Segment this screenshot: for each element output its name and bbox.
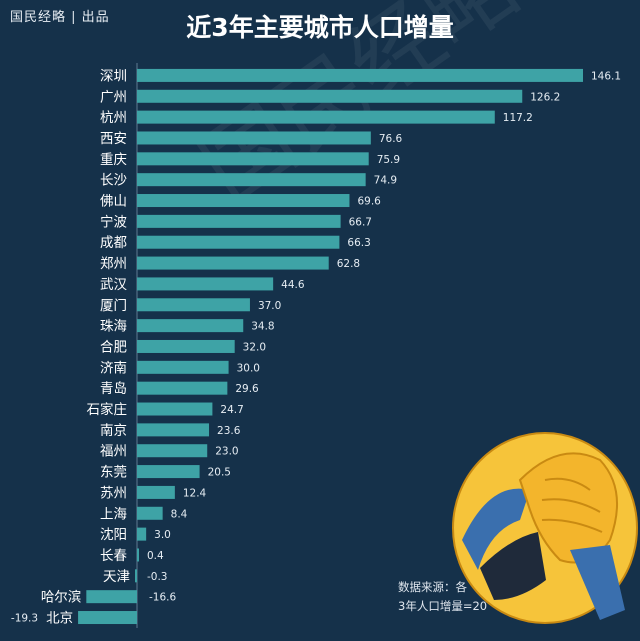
category-label: 上海 (100, 506, 127, 522)
value-label: 69.6 (357, 196, 381, 208)
brand-label: 国民经略 | 出品 (10, 10, 110, 25)
category-label: 佛山 (100, 194, 127, 210)
value-label: 117.2 (503, 112, 533, 124)
data-source-line: 数据来源：各 (398, 580, 467, 594)
value-label: 76.6 (379, 133, 403, 145)
chart-title: 近3年主要城市人口增量 (186, 13, 454, 42)
category-label: 深圳 (100, 68, 127, 84)
data-source-note: 数据来源：各 3年人口增量=20 (398, 578, 487, 616)
bar (137, 194, 350, 208)
bar (137, 339, 235, 353)
category-label: 沈阳 (100, 527, 127, 543)
category-label: 西安 (100, 131, 127, 147)
category-label: 济南 (100, 360, 127, 376)
category-label: 青岛 (100, 381, 127, 397)
category-label: 东莞 (100, 465, 127, 481)
category-label: 苏州 (100, 485, 127, 501)
bar (137, 423, 210, 437)
value-label: 62.8 (337, 258, 360, 270)
value-label: 74.9 (374, 175, 397, 187)
category-label: 厦门 (100, 298, 127, 314)
bar (135, 569, 137, 583)
value-label: -0.3 (147, 571, 168, 583)
bar (137, 506, 163, 520)
bar (137, 173, 366, 187)
bar (78, 611, 137, 625)
value-label: 30.0 (237, 362, 260, 374)
bar (137, 298, 250, 312)
category-label: 广州 (100, 89, 127, 105)
category-label: 郑州 (100, 256, 127, 272)
bar (86, 590, 137, 604)
category-label: 杭州 (100, 110, 127, 126)
bar (137, 89, 523, 103)
value-label: 0.4 (147, 550, 164, 562)
facepalm-emoji-icon (452, 432, 638, 624)
value-label: 37.0 (258, 300, 281, 312)
value-label: 3.0 (154, 529, 171, 541)
category-label: 珠海 (100, 319, 127, 335)
value-label: 23.6 (217, 425, 241, 437)
value-label: 66.3 (347, 237, 370, 249)
category-label: 福州 (100, 444, 127, 460)
value-label: 12.4 (183, 487, 207, 499)
bar (137, 527, 147, 541)
bar (137, 68, 583, 82)
bar (137, 465, 200, 479)
category-label: 天津 (103, 569, 130, 585)
value-label: 126.2 (530, 91, 560, 103)
value-label: 66.7 (349, 216, 372, 228)
category-label: 哈尔滨 (41, 590, 82, 606)
data-source-formula: 3年人口增量=20 (398, 599, 488, 613)
bar (137, 360, 229, 374)
value-label: -16.6 (149, 592, 176, 604)
value-label: 20.5 (208, 467, 231, 479)
category-label: 武汉 (100, 277, 127, 293)
value-label: 23.0 (215, 446, 238, 458)
category-label: 石家庄 (87, 401, 128, 418)
value-label: 24.7 (220, 404, 243, 416)
bar (137, 235, 340, 249)
bar (137, 256, 329, 270)
value-label: 29.6 (235, 383, 259, 395)
category-label: 成都 (100, 235, 127, 251)
value-label: 75.9 (377, 154, 400, 166)
bar (137, 110, 495, 124)
bar (137, 214, 341, 228)
value-label: 146.1 (591, 70, 621, 82)
category-label: 长春 (100, 548, 127, 564)
category-label: 长沙 (100, 173, 127, 189)
category-label: 南京 (100, 423, 127, 439)
bar (137, 131, 371, 145)
bar (137, 319, 244, 333)
value-label: 8.4 (171, 508, 188, 520)
value-label: 34.8 (251, 321, 274, 333)
value-label: -19.3 (11, 613, 38, 625)
category-label: 北京 (46, 611, 73, 627)
category-label: 合肥 (100, 339, 127, 355)
bar (137, 444, 208, 458)
category-label: 宁波 (100, 213, 127, 230)
bar (137, 381, 228, 395)
value-label: 32.0 (243, 341, 266, 353)
bar (137, 402, 213, 416)
bar (137, 548, 139, 562)
value-label: 44.6 (281, 279, 305, 291)
category-label: 重庆 (100, 152, 127, 168)
bar (137, 485, 175, 499)
bar (137, 152, 369, 166)
bar (137, 277, 274, 291)
